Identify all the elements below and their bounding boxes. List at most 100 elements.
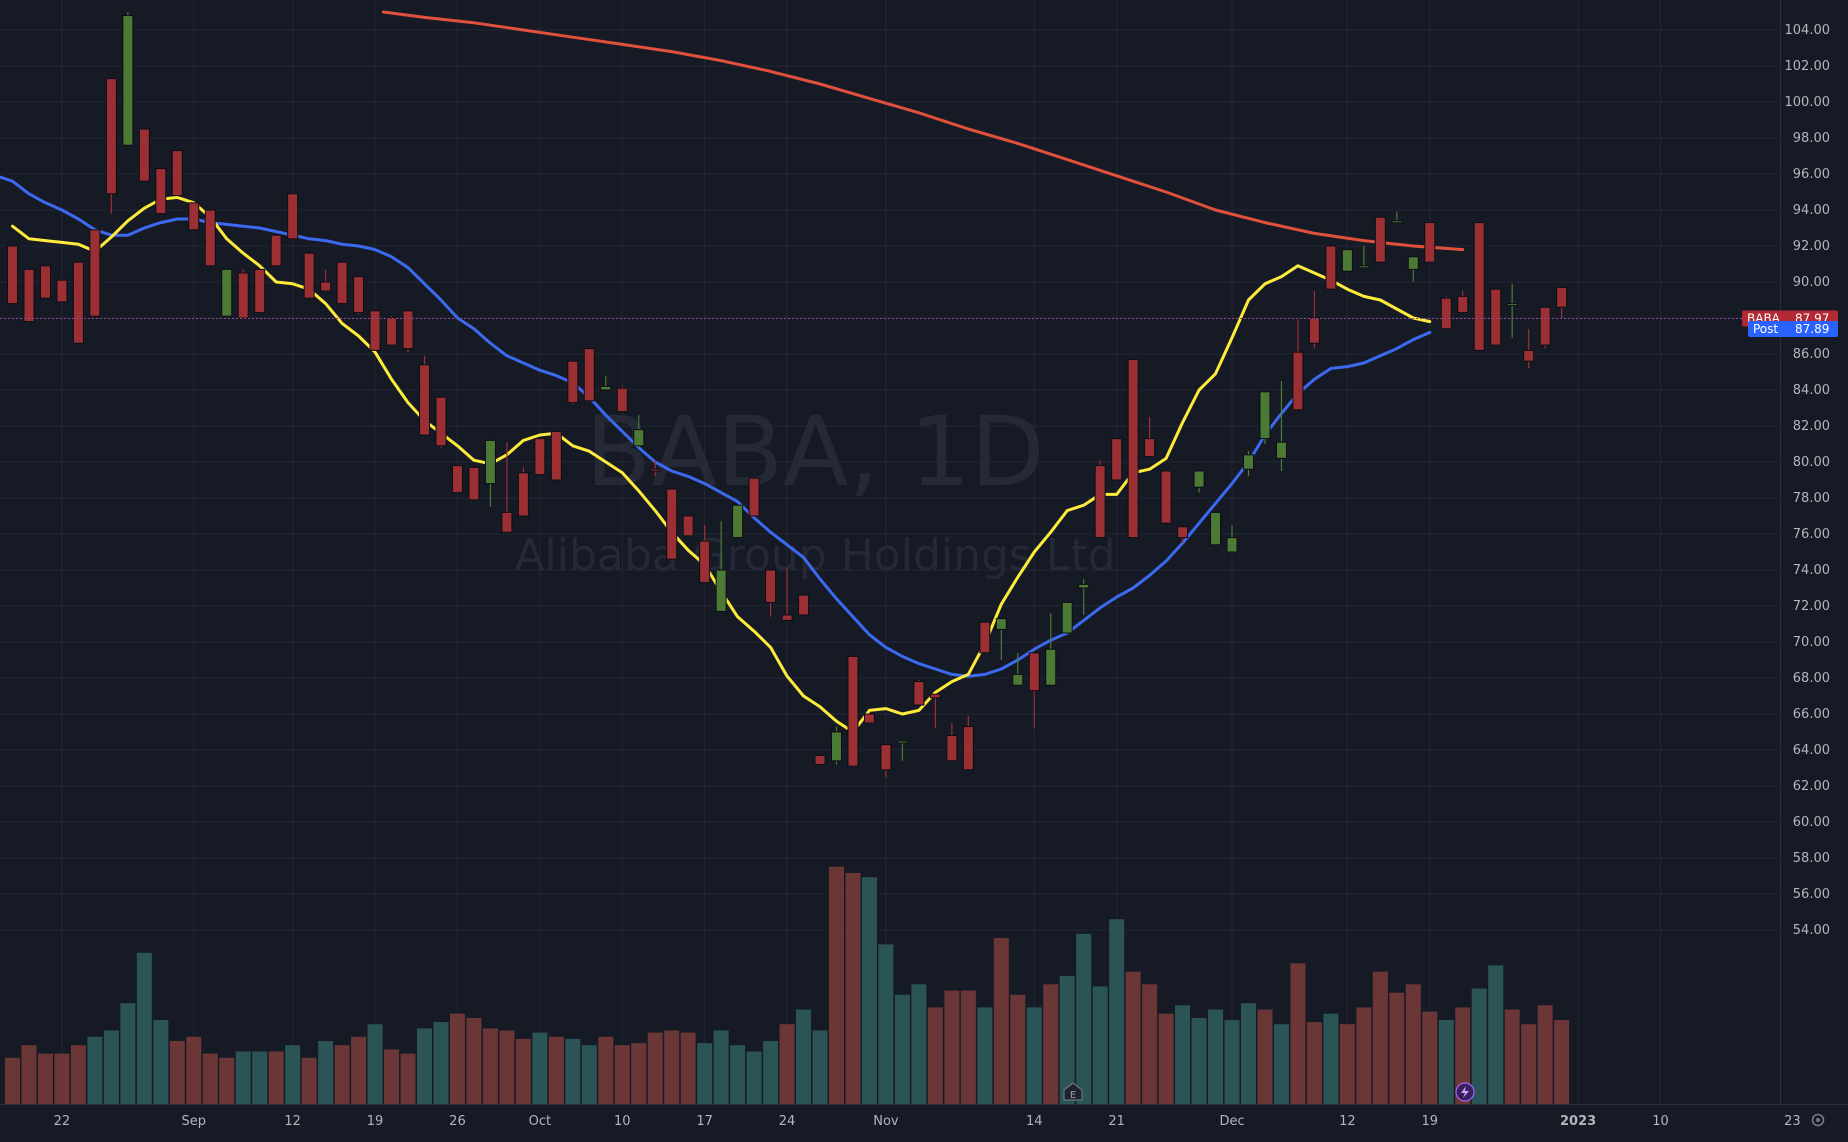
- price-axis-label: 62.00: [1793, 779, 1830, 794]
- candle-body: [254, 268, 266, 314]
- candle: [814, 754, 826, 765]
- volume-bar: [861, 877, 877, 1104]
- volume-bar: [334, 1045, 350, 1104]
- price-axis-label: 64.00: [1793, 743, 1830, 758]
- candle-body: [1292, 351, 1304, 411]
- volume-bar: [202, 1053, 218, 1104]
- settings-button[interactable]: [1811, 1113, 1825, 1127]
- time-axis-label: Oct: [529, 1114, 551, 1129]
- volume-bar: [1389, 992, 1405, 1104]
- candle-body: [1243, 454, 1254, 470]
- volume-bar: [384, 1049, 400, 1104]
- candle: [1523, 328, 1535, 369]
- volume-bar: [449, 1013, 465, 1104]
- candle: [1407, 256, 1419, 282]
- volume-bar: [960, 990, 976, 1104]
- price-axis-label: 98.00: [1793, 131, 1830, 146]
- volume-bar: [548, 1036, 564, 1104]
- volume-bar: [417, 1028, 432, 1104]
- candle-body: [1210, 511, 1222, 546]
- watermark-symbol: BABA, 1D: [585, 396, 1044, 508]
- volume-bar: [1026, 1007, 1042, 1104]
- dividend-marker[interactable]: [1455, 1082, 1475, 1102]
- candle-body: [863, 713, 875, 724]
- candle: [929, 693, 941, 729]
- candle: [287, 193, 299, 240]
- volume-bar: [1208, 1009, 1224, 1104]
- candle-body: [402, 310, 414, 350]
- volume-bar: [136, 952, 152, 1104]
- candle-body: [287, 193, 299, 240]
- candle-body: [962, 726, 974, 771]
- candle: [435, 396, 447, 448]
- earnings-marker[interactable]: E: [1063, 1082, 1083, 1101]
- volume-bar: [466, 1017, 482, 1104]
- volume-bar: [1059, 975, 1075, 1104]
- candle: [303, 252, 315, 299]
- volume-bar: [482, 1028, 498, 1104]
- candle-body: [847, 655, 859, 767]
- post-price-tag-bg: [1748, 320, 1838, 337]
- candle-body: [1028, 652, 1040, 692]
- volume-bar: [1290, 963, 1306, 1104]
- candle-body: [39, 265, 51, 299]
- candle: [171, 150, 183, 197]
- candle-body: [303, 252, 315, 299]
- gear-icon: [1811, 1113, 1825, 1127]
- candle-body: [1308, 317, 1320, 344]
- candle: [1506, 283, 1518, 338]
- candle: [550, 430, 562, 481]
- candle-body: [633, 429, 645, 447]
- time-axis[interactable]: 22 Sep 12 19 26 Oct 10 17 24 Nov 14 21 Dec 12 19 2023 10…: [0, 1104, 1848, 1142]
- candle: [715, 521, 727, 612]
- candle-body: [798, 594, 810, 616]
- candle: [1210, 511, 1222, 546]
- candle-body: [748, 477, 760, 517]
- candle-body: [1473, 222, 1485, 351]
- price-axis-label: 90.00: [1793, 275, 1830, 290]
- candle: [765, 569, 777, 617]
- volume-bar: [1158, 1013, 1174, 1104]
- price-label-post: Post 87.89: [1748, 320, 1838, 337]
- price-axis-label: 94.00: [1793, 203, 1830, 218]
- candle-body: [1193, 470, 1205, 488]
- candle-body: [1341, 249, 1353, 272]
- volume-bar: [400, 1053, 416, 1104]
- candle-body: [501, 511, 513, 533]
- candle: [89, 229, 101, 317]
- volume-bar: [878, 944, 894, 1104]
- price-axis-background: [1780, 0, 1848, 1142]
- volume-bar: [1372, 971, 1388, 1104]
- time-axis-label: 23: [1784, 1114, 1801, 1129]
- candle: [122, 12, 134, 146]
- price-axis[interactable]: 104.00 102.00 100.00 98.00 96.00 94.00 92.00 90…: [1780, 0, 1848, 1142]
- time-axis-label: 17: [696, 1114, 713, 1129]
- earnings-label: E: [1070, 1090, 1076, 1101]
- candle: [880, 744, 892, 777]
- volume-bar: [697, 1043, 713, 1104]
- candle-body: [1440, 297, 1452, 330]
- volume-bar: [845, 873, 861, 1104]
- candle-body: [896, 740, 908, 744]
- candle-body: [814, 754, 826, 765]
- time-axis-label: 12: [284, 1114, 301, 1129]
- candle-body: [1325, 245, 1337, 290]
- candle-body: [237, 272, 249, 319]
- candle: [682, 515, 694, 537]
- candle-body: [682, 515, 694, 537]
- time-axis-label: Dec: [1219, 1114, 1244, 1129]
- volume-bar: [1306, 1022, 1322, 1104]
- time-axis-label: 12: [1339, 1114, 1356, 1129]
- candle: [1226, 525, 1238, 553]
- time-axis-label: 19: [367, 1114, 384, 1129]
- candle: [353, 276, 365, 315]
- price-axis-label: 66.00: [1793, 707, 1830, 722]
- candle: [468, 466, 480, 501]
- candle: [270, 234, 282, 267]
- candle-body: [1144, 438, 1156, 458]
- time-axis-label: Sep: [182, 1114, 207, 1129]
- candle-body: [468, 466, 480, 501]
- candle: [1424, 222, 1436, 263]
